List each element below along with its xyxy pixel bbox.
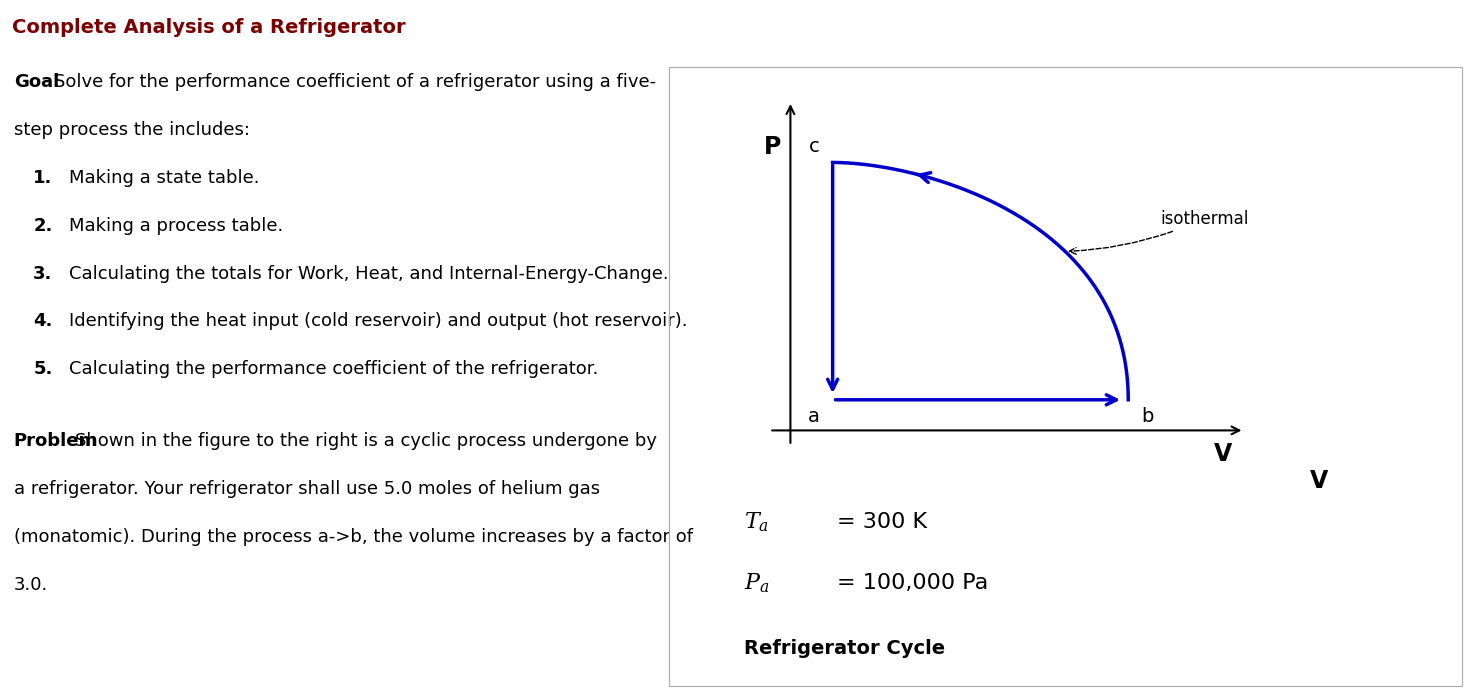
Text: Calculating the performance coefficient of the refrigerator.: Calculating the performance coefficient … <box>69 361 599 379</box>
Text: 4.: 4. <box>33 312 53 330</box>
Text: a refrigerator. Your refrigerator shall use 5.0 moles of helium gas: a refrigerator. Your refrigerator shall … <box>13 480 600 498</box>
Text: Calculating the totals for Work, Heat, and Internal-Energy-Change.: Calculating the totals for Work, Heat, a… <box>69 264 668 282</box>
Text: = 100,000 Pa: = 100,000 Pa <box>837 573 989 593</box>
Text: Complete Analysis of a Refrigerator: Complete Analysis of a Refrigerator <box>12 18 405 37</box>
Text: 5.: 5. <box>33 361 53 379</box>
Text: P: P <box>764 135 782 159</box>
Text: Identifying the heat input (cold reservoir) and output (hot reservoir).: Identifying the heat input (cold reservo… <box>69 312 687 330</box>
Text: b: b <box>1141 408 1153 426</box>
Text: Goal: Goal <box>13 73 59 91</box>
Text: Making a state table.: Making a state table. <box>69 169 259 187</box>
Text: = 300 K: = 300 K <box>837 512 927 531</box>
Text: Making a process table.: Making a process table. <box>69 217 282 235</box>
Text: 2.: 2. <box>33 217 53 235</box>
Text: c: c <box>810 137 820 156</box>
Text: 3.: 3. <box>33 264 53 282</box>
Text: isothermal: isothermal <box>1070 210 1249 254</box>
Text: a: a <box>808 408 820 426</box>
Text: Shown in the figure to the right is a cyclic process undergone by: Shown in the figure to the right is a cy… <box>75 432 658 450</box>
Text: Problem: Problem <box>13 432 98 450</box>
Text: Solve for the performance coefficient of a refrigerator using a five-: Solve for the performance coefficient of… <box>53 73 656 91</box>
Text: 3.0.: 3.0. <box>13 576 49 594</box>
Text: V: V <box>1310 469 1327 493</box>
Text: (monatomic). During the process a->b, the volume increases by a factor of: (monatomic). During the process a->b, th… <box>13 528 693 546</box>
Text: $T_a$: $T_a$ <box>745 510 770 534</box>
Text: Refrigerator Cycle: Refrigerator Cycle <box>745 639 946 658</box>
Text: 1.: 1. <box>33 169 53 187</box>
Text: step process the includes:: step process the includes: <box>13 121 250 139</box>
Text: V: V <box>1213 442 1233 466</box>
Text: $P_a$: $P_a$ <box>745 571 770 595</box>
